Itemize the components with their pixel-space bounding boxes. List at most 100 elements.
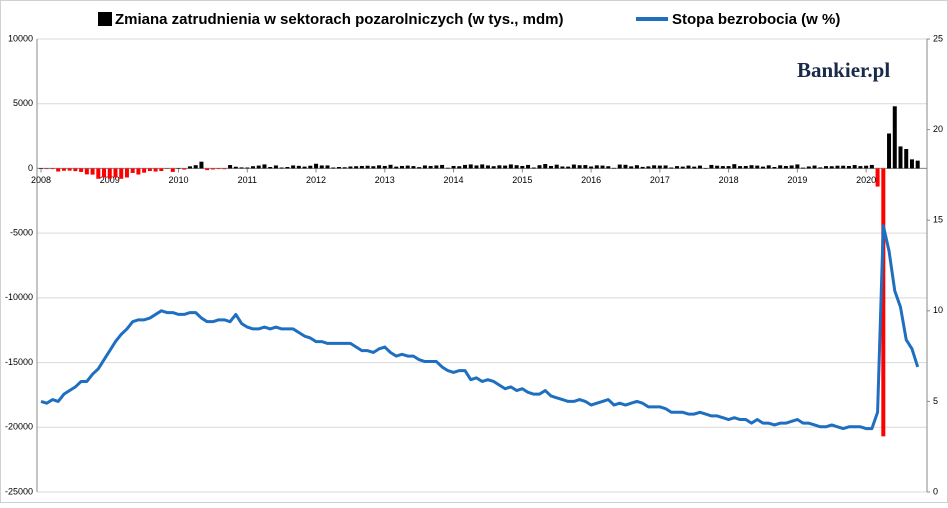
bar [560, 166, 565, 169]
bar [417, 167, 422, 169]
bar [445, 167, 450, 169]
bar [314, 163, 319, 169]
bar [388, 164, 393, 169]
bar [646, 166, 651, 169]
bar [228, 165, 233, 169]
bar [394, 166, 399, 169]
bar [319, 165, 324, 169]
bar [818, 167, 823, 169]
bar [703, 168, 708, 169]
x-tick-label: 2008 [31, 175, 51, 185]
bar [669, 167, 674, 169]
bar [107, 168, 112, 179]
bar [302, 166, 307, 169]
x-tick-label: 2014 [444, 175, 464, 185]
bar [73, 168, 78, 172]
bar [801, 167, 806, 169]
bar [210, 168, 215, 170]
bar [147, 168, 152, 172]
bar [778, 165, 783, 169]
legend-swatch [98, 12, 112, 26]
bar [199, 161, 204, 169]
x-tick-label: 2013 [375, 175, 395, 185]
y2-tick-label: 0 [933, 486, 938, 496]
bar [617, 164, 622, 169]
bar [371, 166, 376, 169]
bar [629, 166, 634, 169]
y-tick-label: 5000 [13, 98, 33, 108]
bar [365, 165, 370, 169]
bar [463, 164, 468, 169]
bar [806, 166, 811, 169]
bar [90, 168, 95, 175]
bar [577, 165, 582, 169]
bar [480, 164, 485, 169]
bar [520, 165, 525, 169]
watermark: Bankier.pl [797, 58, 890, 82]
bar [440, 164, 445, 169]
bar [869, 164, 874, 169]
bar [411, 166, 416, 169]
bar [187, 166, 192, 169]
bar [755, 165, 760, 169]
bar [428, 165, 433, 169]
bar [79, 168, 84, 172]
bar [348, 166, 353, 169]
bar [474, 165, 479, 169]
bar [887, 133, 892, 169]
bar [451, 165, 456, 169]
y-tick-label: -25000 [5, 486, 33, 496]
bar [606, 166, 611, 169]
y2-tick-label: 5 [933, 396, 938, 406]
bar [142, 168, 147, 173]
bar [377, 165, 382, 169]
bar [594, 165, 599, 169]
bar [497, 165, 502, 169]
bar [904, 149, 909, 169]
bar [640, 166, 645, 169]
bar [205, 168, 210, 171]
bar [514, 165, 519, 169]
bar [738, 166, 743, 169]
bar [915, 160, 920, 169]
bar [583, 165, 588, 169]
bar [457, 166, 462, 169]
bar [342, 167, 347, 169]
bar [663, 165, 668, 169]
bar [193, 165, 198, 169]
x-tick-label: 2016 [581, 175, 601, 185]
y2-tick-label: 15 [933, 215, 943, 225]
bar [268, 167, 273, 169]
bar [841, 165, 846, 169]
y-tick-label: -20000 [5, 422, 33, 432]
bar [697, 165, 702, 169]
bar [468, 164, 473, 169]
bar [233, 166, 238, 169]
bar [382, 165, 387, 169]
y-tick-label: -15000 [5, 357, 33, 367]
bar [824, 166, 829, 169]
bar [399, 165, 404, 169]
bar [881, 168, 886, 437]
bar [537, 165, 542, 169]
bar [354, 166, 359, 169]
bar [503, 165, 508, 169]
bar [772, 167, 777, 169]
bar [875, 168, 880, 187]
bar [680, 166, 685, 169]
bar [726, 166, 731, 169]
bar [279, 167, 284, 169]
bar [130, 168, 135, 173]
bar [526, 164, 531, 169]
bar [749, 165, 754, 169]
bar [743, 165, 748, 169]
bar [216, 168, 221, 170]
x-tick-label: 2017 [650, 175, 670, 185]
bar [829, 166, 834, 169]
x-tick-label: 2015 [512, 175, 532, 185]
bar [720, 166, 725, 169]
y2-tick-label: 20 [933, 124, 943, 134]
bar [325, 165, 330, 169]
bar [56, 168, 61, 172]
x-tick-label: 2018 [719, 175, 739, 185]
